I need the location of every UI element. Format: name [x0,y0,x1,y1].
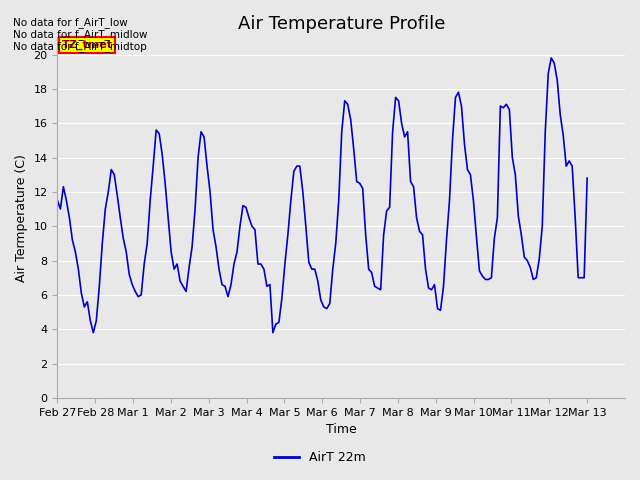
Legend: AirT 22m: AirT 22m [269,446,371,469]
Text: No data for f_AirT_midtop: No data for f_AirT_midtop [13,41,147,52]
Text: No data for f_AirT_low: No data for f_AirT_low [13,17,127,28]
Y-axis label: Air Termperature (C): Air Termperature (C) [15,154,28,282]
Text: No data for f_AirT_midlow: No data for f_AirT_midlow [13,29,147,40]
Text: TZ_tmet: TZ_tmet [61,40,113,50]
X-axis label: Time: Time [326,423,356,436]
Title: Air Temperature Profile: Air Temperature Profile [237,15,445,33]
